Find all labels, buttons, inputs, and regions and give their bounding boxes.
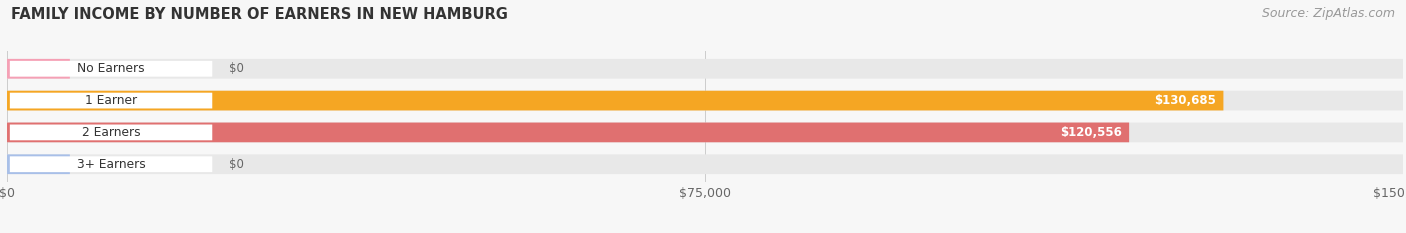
Text: $0: $0 xyxy=(229,158,243,171)
Text: $0: $0 xyxy=(229,62,243,75)
FancyBboxPatch shape xyxy=(10,93,212,109)
FancyBboxPatch shape xyxy=(7,59,70,79)
Text: Source: ZipAtlas.com: Source: ZipAtlas.com xyxy=(1261,7,1395,20)
Text: 2 Earners: 2 Earners xyxy=(82,126,141,139)
FancyBboxPatch shape xyxy=(7,154,70,174)
FancyBboxPatch shape xyxy=(10,124,212,140)
Text: $120,556: $120,556 xyxy=(1060,126,1122,139)
FancyBboxPatch shape xyxy=(7,59,1403,79)
Text: $130,685: $130,685 xyxy=(1154,94,1216,107)
Text: 1 Earner: 1 Earner xyxy=(84,94,138,107)
FancyBboxPatch shape xyxy=(7,123,1129,142)
FancyBboxPatch shape xyxy=(7,91,1403,110)
FancyBboxPatch shape xyxy=(10,156,212,172)
FancyBboxPatch shape xyxy=(7,154,1403,174)
FancyBboxPatch shape xyxy=(7,123,1403,142)
FancyBboxPatch shape xyxy=(10,61,212,77)
FancyBboxPatch shape xyxy=(7,91,1223,110)
Text: No Earners: No Earners xyxy=(77,62,145,75)
Text: 3+ Earners: 3+ Earners xyxy=(77,158,145,171)
Text: FAMILY INCOME BY NUMBER OF EARNERS IN NEW HAMBURG: FAMILY INCOME BY NUMBER OF EARNERS IN NE… xyxy=(11,7,508,22)
